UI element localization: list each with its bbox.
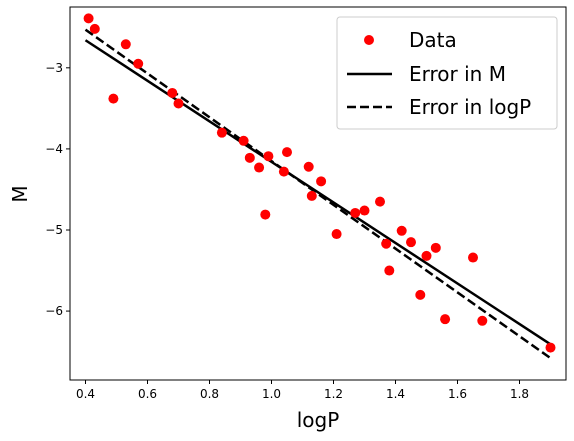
- data-point: [83, 13, 94, 24]
- legend-label-error-in-m: Error in M: [409, 62, 506, 86]
- data-point: [545, 342, 556, 353]
- data-point: [396, 225, 407, 236]
- data-point: [406, 237, 416, 248]
- y-tick-label: −4: [45, 142, 63, 156]
- plot-marks: [83, 13, 556, 360]
- x-tick-label: 1.6: [448, 387, 467, 401]
- data-point: [254, 162, 265, 173]
- legend: Data Error in M Error in logP: [336, 16, 558, 130]
- legend-marker-data: [364, 35, 374, 45]
- data-point: [375, 196, 385, 207]
- data-point: [260, 209, 271, 220]
- data-point: [415, 289, 426, 300]
- data-point: [303, 161, 314, 172]
- x-tick-label: 1.2: [324, 387, 343, 401]
- x-tick-label: 0.6: [138, 387, 157, 401]
- data-point: [477, 315, 488, 326]
- data-point: [359, 205, 370, 216]
- data-point: [316, 176, 327, 187]
- data-point: [350, 207, 361, 218]
- y-tick-label: −5: [45, 223, 63, 237]
- y-tick-label: −3: [45, 61, 63, 75]
- data-point: [421, 250, 432, 261]
- data-point: [120, 39, 131, 50]
- data-point: [167, 87, 178, 98]
- data-point: [430, 242, 441, 253]
- series-line-error-in-logp: [84, 28, 552, 360]
- x-tick-label: 1.8: [510, 387, 529, 401]
- data-point: [244, 152, 255, 163]
- legend-label-data: Data: [409, 28, 457, 52]
- data-point: [306, 190, 317, 201]
- data-point: [108, 93, 119, 104]
- legend-label-error-in-logp: Error in logP: [409, 95, 531, 119]
- data-point: [173, 98, 184, 109]
- data-point: [238, 135, 249, 146]
- data-point: [282, 147, 292, 158]
- x-tick-label: 1.4: [386, 387, 405, 401]
- data-point: [384, 265, 395, 276]
- y-tick-label: −6: [45, 304, 63, 318]
- legend-box: [336, 16, 558, 130]
- data-point: [278, 166, 289, 177]
- x-tick-label: 0.4: [76, 387, 95, 401]
- series-line-error-in-m: [84, 39, 552, 346]
- data-point: [89, 23, 100, 34]
- x-axis-label: logP: [297, 408, 340, 432]
- data-point: [331, 229, 342, 240]
- data-point: [133, 58, 144, 69]
- data-point: [216, 127, 227, 138]
- x-tick-label: 0.8: [200, 387, 219, 401]
- data-point: [440, 314, 451, 325]
- data-point: [468, 252, 478, 263]
- axis-ticks: 0.4 0.6 0.8 1.0 1.2 1.4 1.6 1.8 −3 −4 −5 −6: [45, 61, 529, 401]
- data-point: [263, 151, 274, 162]
- y-axis-label: M: [8, 185, 32, 202]
- data-point: [381, 238, 392, 249]
- x-tick-label: 1.0: [262, 387, 281, 401]
- plot-frame: [69, 6, 567, 381]
